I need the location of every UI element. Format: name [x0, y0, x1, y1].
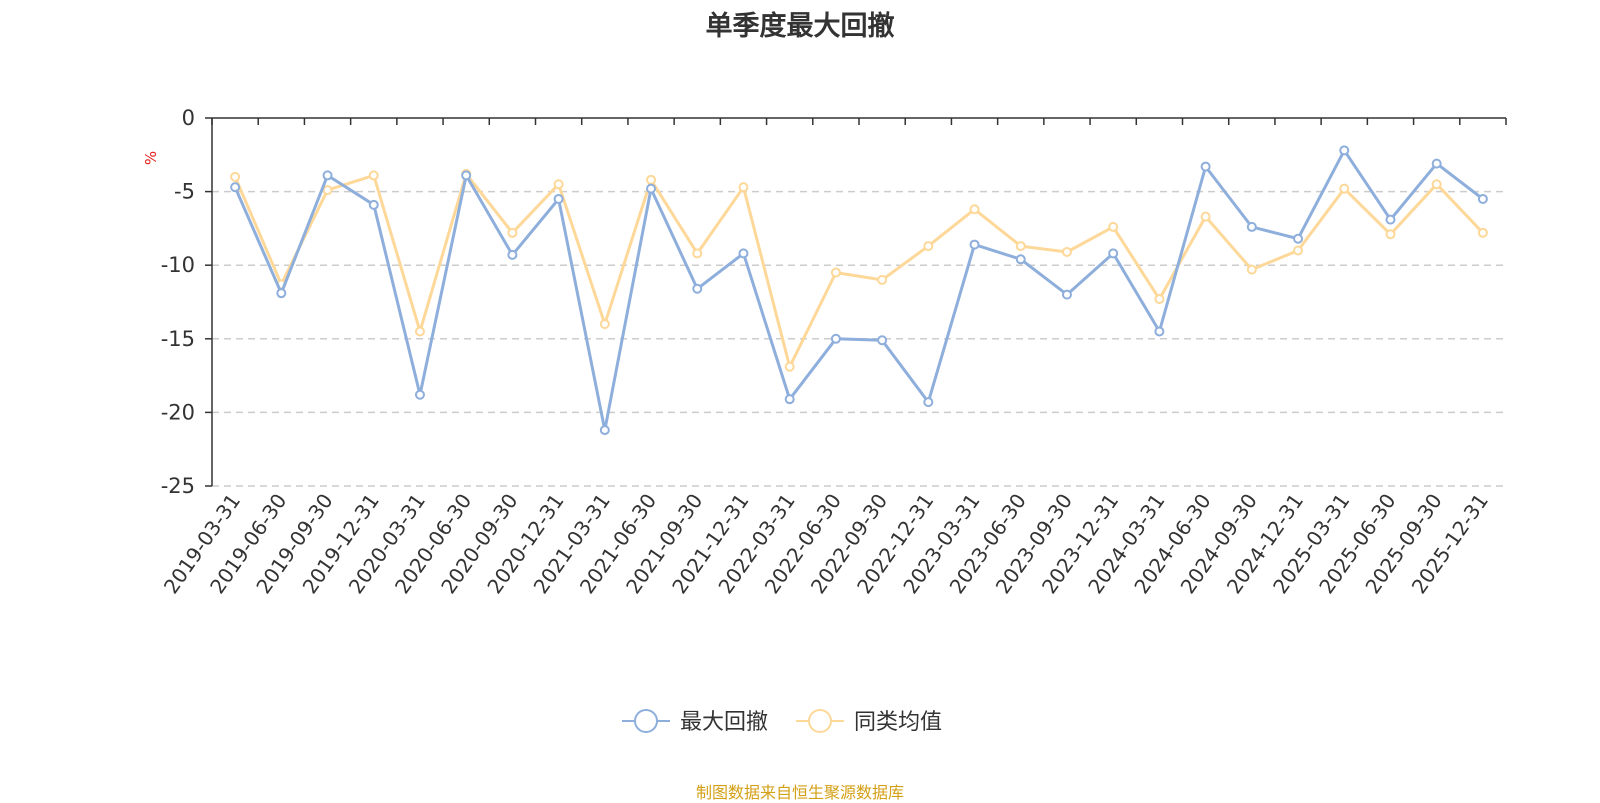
data-point-2[interactable] — [877, 274, 888, 285]
data-point-1[interactable] — [646, 183, 657, 194]
data-point-2[interactable] — [1246, 264, 1257, 275]
data-point-2[interactable] — [230, 171, 241, 182]
data-point-2[interactable] — [692, 248, 703, 259]
data-point-1[interactable] — [368, 199, 379, 210]
legend-marker-icon — [634, 709, 658, 733]
y-tick-label: -5 — [174, 180, 195, 204]
data-point-1[interactable] — [230, 182, 241, 193]
series-layer — [230, 145, 1488, 436]
data-point-2[interactable] — [414, 326, 425, 337]
y-tick-label: -15 — [161, 327, 195, 351]
data-point-1[interactable] — [692, 283, 703, 294]
data-point-1[interactable] — [1293, 233, 1304, 244]
data-point-2[interactable] — [646, 174, 657, 185]
y-axis-label: % — [142, 151, 160, 165]
data-point-2[interactable] — [368, 170, 379, 181]
data-point-2[interactable] — [1200, 211, 1211, 222]
data-point-1[interactable] — [830, 333, 841, 344]
legend-label: 最大回撤 — [680, 710, 768, 735]
data-point-2[interactable] — [830, 267, 841, 278]
legend-marker-icon — [808, 709, 832, 733]
data-point-1[interactable] — [784, 394, 795, 405]
y-tick-label: -25 — [161, 474, 195, 498]
data-point-1[interactable] — [1061, 289, 1072, 300]
data-point-1[interactable] — [738, 248, 749, 259]
source-note: 制图数据来自恒生聚源数据库 — [695, 783, 904, 802]
data-point-1[interactable] — [877, 335, 888, 346]
data-point-2[interactable] — [1431, 179, 1442, 190]
data-point-1[interactable] — [1385, 214, 1396, 225]
data-point-1[interactable] — [461, 170, 472, 181]
data-point-2[interactable] — [969, 204, 980, 215]
data-point-2[interactable] — [738, 182, 749, 193]
data-point-1[interactable] — [414, 389, 425, 400]
data-point-1[interactable] — [553, 193, 564, 204]
data-point-2[interactable] — [1339, 183, 1350, 194]
data-point-2[interactable] — [1154, 294, 1165, 305]
legend-label: 同类均值 — [854, 710, 942, 735]
data-point-1[interactable] — [276, 288, 287, 299]
data-point-1[interactable] — [1431, 158, 1442, 169]
data-point-2[interactable] — [507, 227, 518, 238]
y-tick-label: -20 — [161, 400, 195, 424]
data-point-2[interactable] — [553, 179, 564, 190]
data-point-1[interactable] — [1015, 254, 1026, 265]
data-point-2[interactable] — [923, 241, 934, 252]
y-tick-label: 0 — [182, 106, 195, 130]
data-point-2[interactable] — [322, 185, 333, 196]
legend-item-2[interactable]: 同类均值 — [796, 709, 942, 735]
data-point-1[interactable] — [969, 239, 980, 250]
data-point-1[interactable] — [1200, 161, 1211, 172]
legend-item-1[interactable]: 最大回撤 — [622, 709, 768, 735]
data-point-1[interactable] — [1108, 248, 1119, 259]
chart-title: 单季度最大回撤 — [705, 11, 895, 42]
data-point-2[interactable] — [1477, 227, 1488, 238]
data-point-2[interactable] — [1061, 246, 1072, 257]
data-point-2[interactable] — [1015, 241, 1026, 252]
legend[interactable]: 最大回撤 同类均值 — [622, 709, 942, 735]
data-point-1[interactable] — [322, 170, 333, 181]
data-point-1[interactable] — [1477, 193, 1488, 204]
data-point-1[interactable] — [507, 249, 518, 260]
data-point-1[interactable] — [923, 397, 934, 408]
series-line-2 — [233, 172, 1484, 369]
data-point-2[interactable] — [1385, 229, 1396, 240]
data-point-1[interactable] — [599, 425, 610, 436]
y-tick-label: -10 — [161, 253, 195, 277]
data-point-2[interactable] — [1293, 245, 1304, 256]
data-point-1[interactable] — [1154, 326, 1165, 337]
data-point-2[interactable] — [1108, 221, 1119, 232]
data-point-1[interactable] — [1246, 221, 1257, 232]
series-line-1 — [233, 148, 1484, 432]
data-point-2[interactable] — [784, 361, 795, 372]
data-point-1[interactable] — [1339, 145, 1350, 156]
data-point-2[interactable] — [599, 319, 610, 330]
